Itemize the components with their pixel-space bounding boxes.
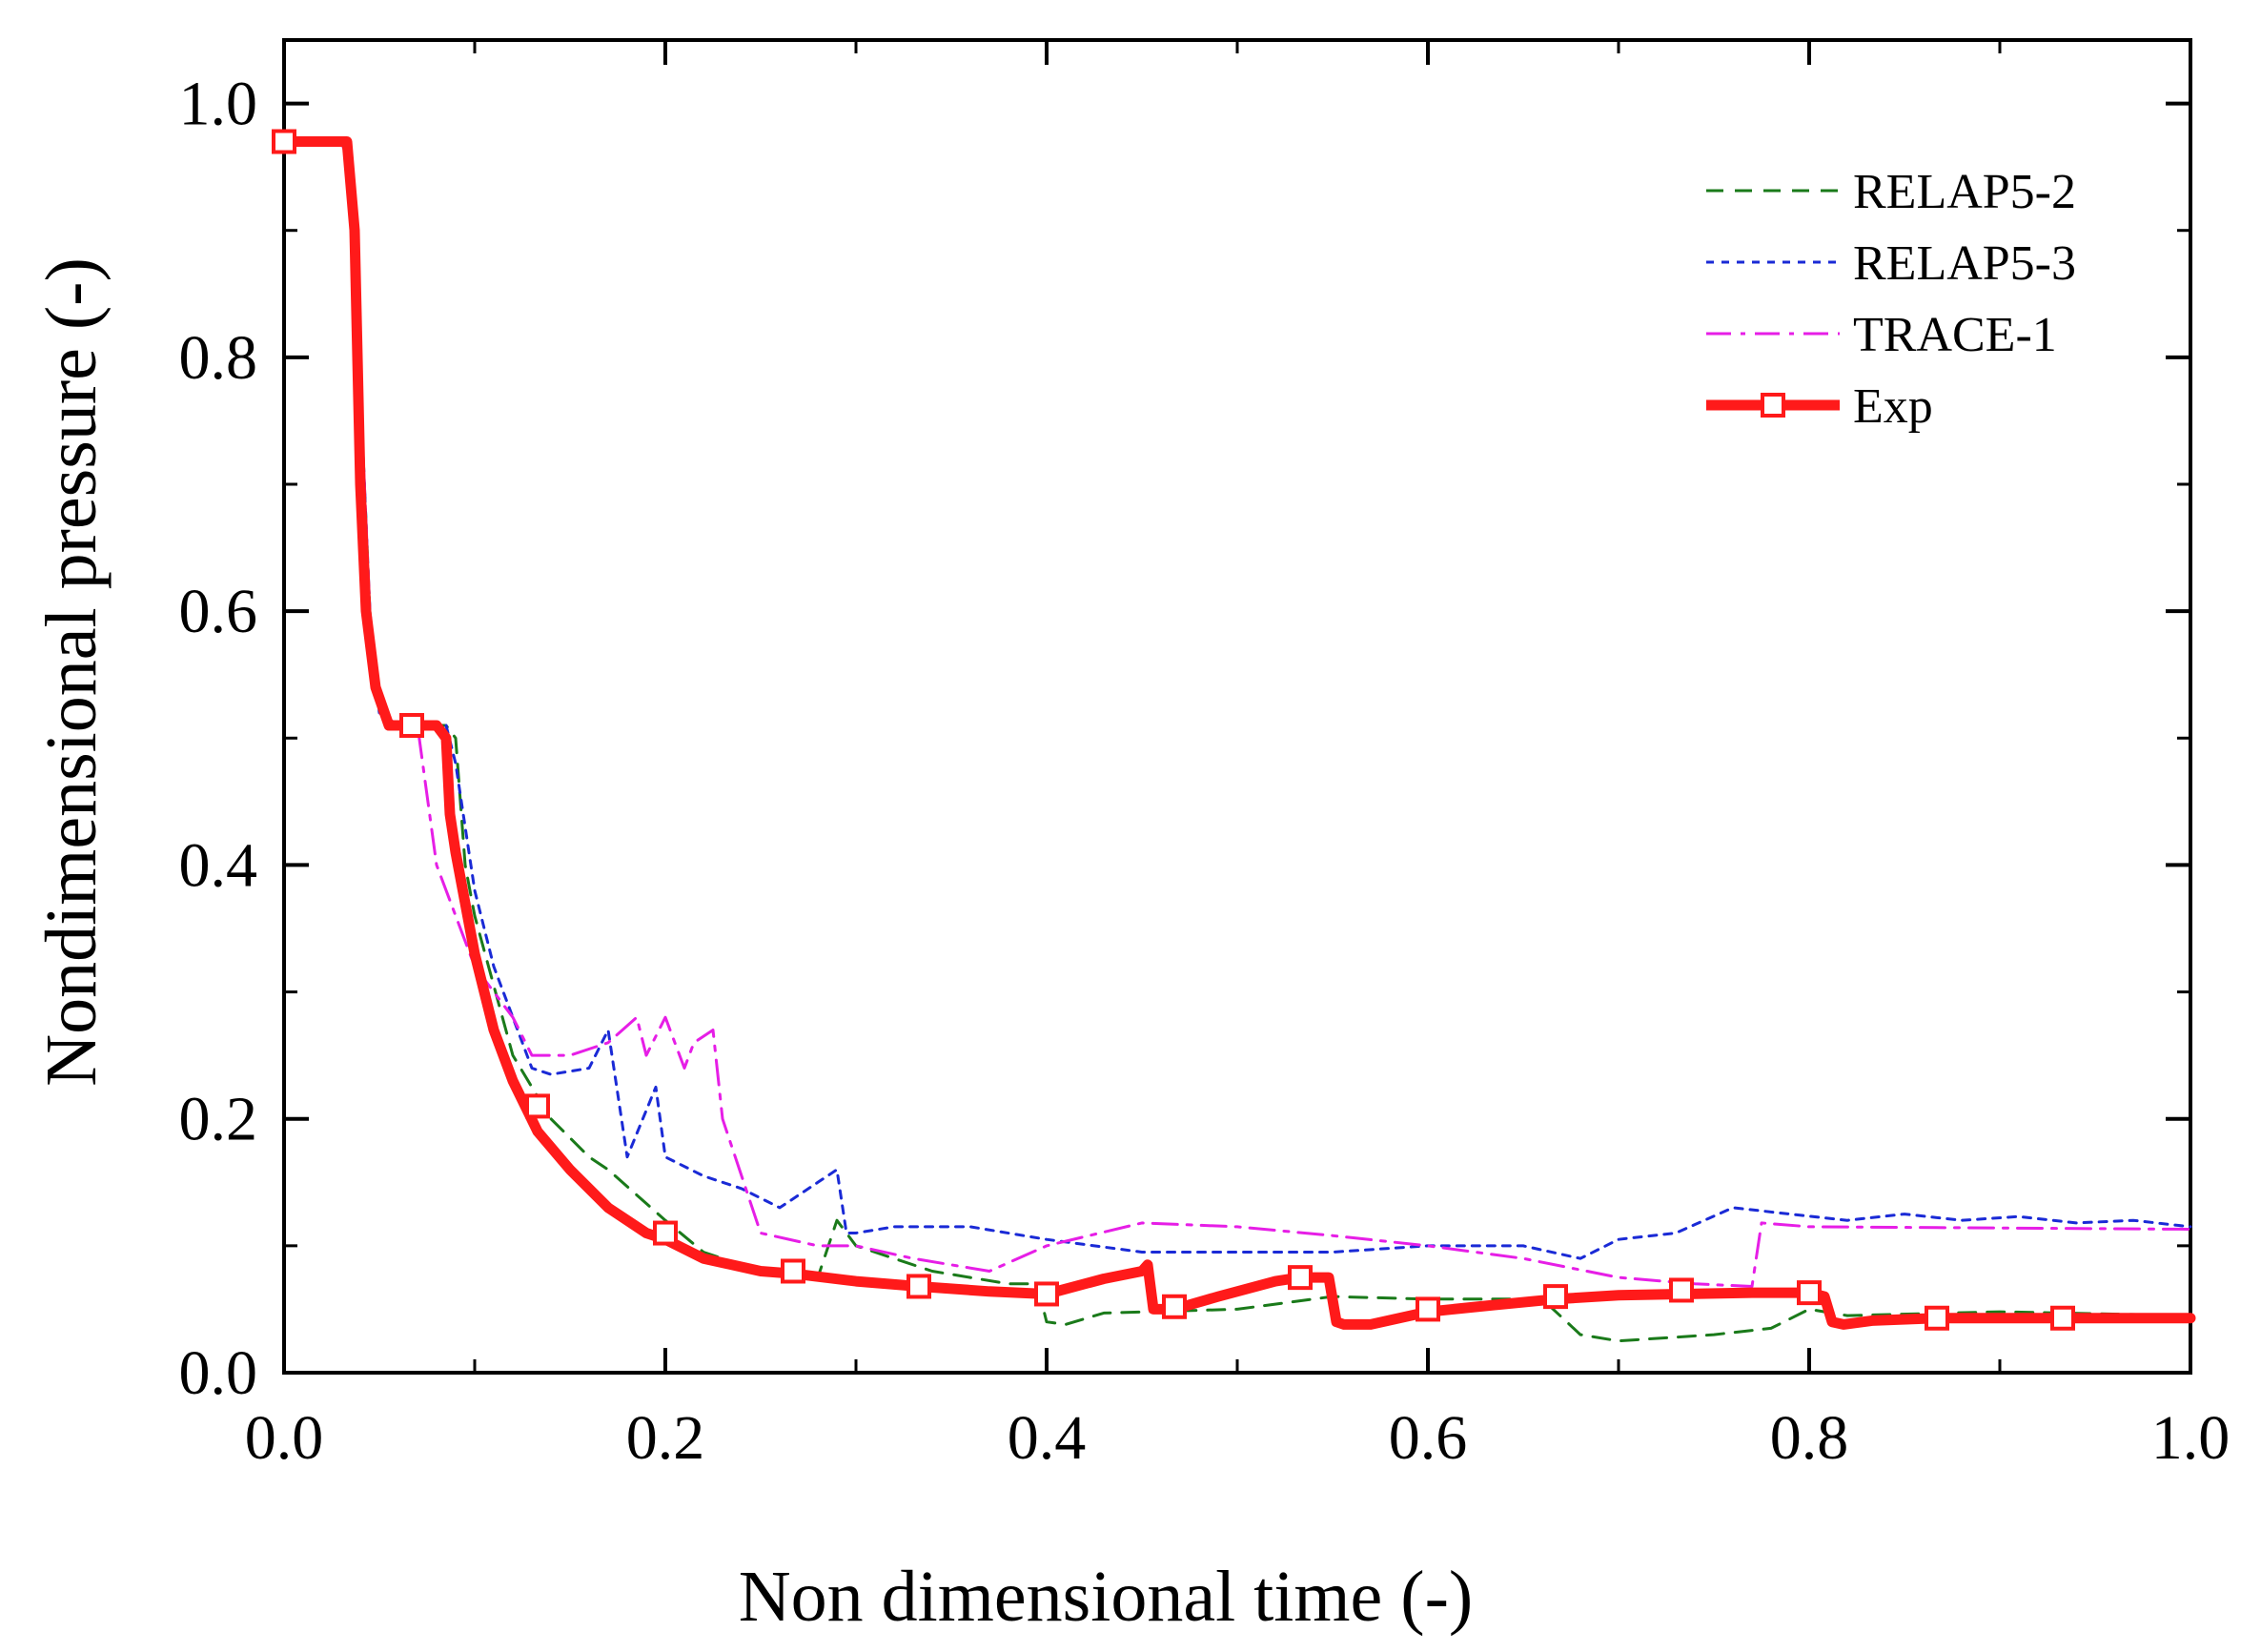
series-line-exp: [278, 136, 2196, 1330]
exp-marker: [1416, 1296, 1440, 1322]
x-tick-label: 0.4: [1008, 1403, 1087, 1473]
x-tick-label: 1.0: [2151, 1403, 2230, 1473]
ticks-layer: 0.0 0.2 0.4 0.6 0.8 1.0 0.0 0.2 0.4 0.6 0.8 1.0: [179, 40, 2230, 1473]
markers-layer: [272, 129, 2075, 1331]
exp-marker: [272, 129, 296, 154]
x-tick-label: 0.2: [626, 1403, 705, 1473]
x-axis-title: Non dimensional time (-): [739, 1557, 1473, 1637]
y-tick-label: 0.4: [179, 830, 258, 900]
y-axis-title: Nondimensional pressure (-): [31, 257, 112, 1087]
legend-marker: [1761, 393, 1785, 418]
x-tick-label: 0.6: [1389, 1403, 1468, 1473]
y-tick-label: 0.2: [179, 1085, 258, 1154]
legend: RELAP5-2 RELAP5-3 TRACE-1 Exp: [1706, 165, 2076, 434]
series-line-relap5-2: [282, 140, 2192, 1343]
labels-layer: Non dimensional time (-) Nondimensional …: [31, 257, 1473, 1637]
exp-marker: [1288, 1265, 1313, 1291]
exp-marker: [1797, 1280, 1822, 1306]
legend-label: TRACE-1: [1853, 308, 2057, 362]
exp-marker: [1925, 1305, 1949, 1331]
exp-marker: [525, 1093, 550, 1119]
exp-marker: [2050, 1305, 2075, 1331]
exp-marker: [781, 1258, 805, 1284]
series-layer: [278, 136, 2196, 1343]
series-line-trace-1: [282, 140, 2192, 1288]
series-line-relap5-3: [282, 140, 2192, 1260]
exp-marker: [399, 712, 424, 738]
x-tick-label: 0.8: [1770, 1403, 1849, 1473]
y-tick-label: 0.8: [179, 323, 258, 393]
exp-marker: [1162, 1294, 1187, 1319]
legend-label: RELAP5-3: [1853, 236, 2076, 291]
exp-marker: [1034, 1281, 1059, 1307]
exp-marker: [1669, 1277, 1694, 1303]
exp-marker: [1543, 1284, 1568, 1310]
x-tick-label: 0.0: [245, 1403, 324, 1473]
y-tick-label: 0.0: [179, 1338, 258, 1408]
exp-marker: [906, 1274, 931, 1299]
y-tick-label: 0.6: [179, 577, 258, 646]
legend-label: RELAP5-2: [1853, 165, 2076, 219]
exp-marker: [653, 1220, 678, 1246]
y-tick-label: 1.0: [179, 70, 258, 139]
legend-label: Exp: [1853, 379, 1933, 434]
